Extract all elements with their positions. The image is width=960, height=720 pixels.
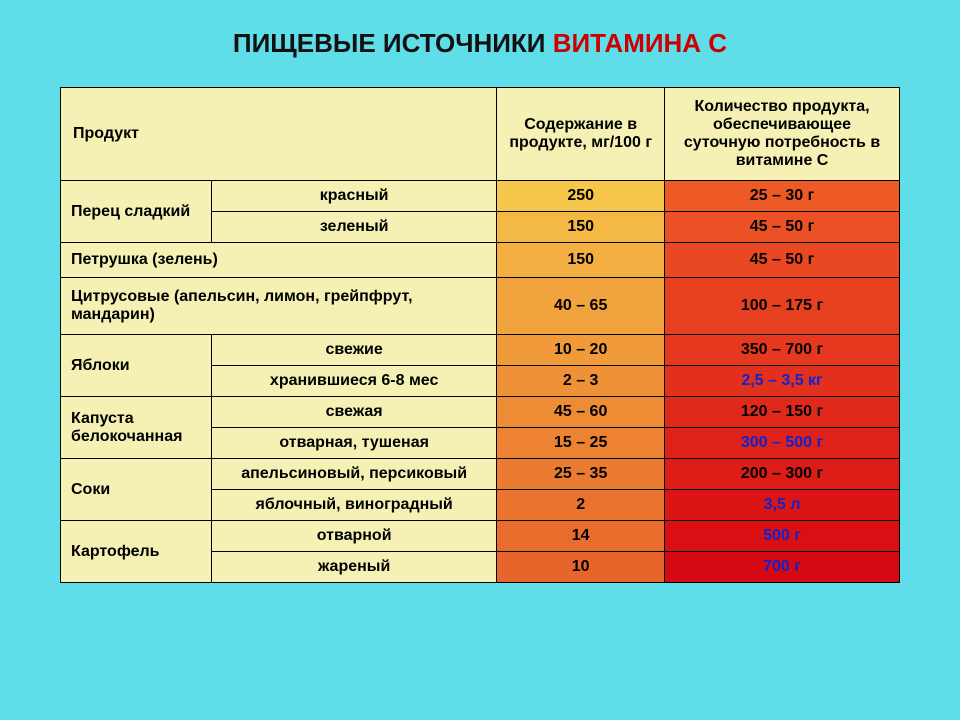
content-value-cell: 250 xyxy=(497,181,665,212)
product-sub-cell: красный xyxy=(212,181,497,212)
table-row: Цитрусовые (апельсин, лимон, грейпфрут, … xyxy=(61,278,900,335)
product-sub-cell: яблочный, виноградный xyxy=(212,490,497,521)
product-sub-cell: свежие xyxy=(212,335,497,366)
table-row: Яблокисвежие10 – 20350 – 700 г xyxy=(61,335,900,366)
product-sub-cell: свежая xyxy=(212,397,497,428)
daily-amount-cell: 100 – 175 г xyxy=(665,278,900,335)
daily-amount-cell: 200 – 300 г xyxy=(665,459,900,490)
product-group-cell: Перец сладкий xyxy=(61,181,212,243)
product-sub-cell: отварной xyxy=(212,521,497,552)
header-content: Содержание в продукте, мг/100 г xyxy=(497,88,665,181)
page-title: ПИЩЕВЫЕ ИСТОЧНИКИ ВИТАМИНА С xyxy=(60,28,900,59)
title-prefix: ПИЩЕВЫЕ ИСТОЧНИКИ xyxy=(233,28,553,58)
product-group-cell: Яблоки xyxy=(61,335,212,397)
daily-amount-cell: 300 – 500 г xyxy=(665,428,900,459)
header-product: Продукт xyxy=(61,88,497,181)
daily-amount-cell: 500 г xyxy=(665,521,900,552)
vitamin-c-table: Продукт Содержание в продукте, мг/100 г … xyxy=(60,87,900,583)
content-value-cell: 10 xyxy=(497,552,665,583)
content-value-cell: 2 xyxy=(497,490,665,521)
content-value-cell: 14 xyxy=(497,521,665,552)
product-cell: Петрушка (зелень) xyxy=(61,243,497,278)
table-row: Сокиапельсиновый, персиковый25 – 35200 –… xyxy=(61,459,900,490)
content-value-cell: 150 xyxy=(497,212,665,243)
daily-amount-cell: 120 – 150 г xyxy=(665,397,900,428)
table-row: Петрушка (зелень)15045 – 50 г xyxy=(61,243,900,278)
table-row: Перец сладкийкрасный25025 – 30 г xyxy=(61,181,900,212)
product-group-cell: Соки xyxy=(61,459,212,521)
daily-amount-cell: 45 – 50 г xyxy=(665,212,900,243)
product-sub-cell: хранившиеся 6-8 мес xyxy=(212,366,497,397)
product-sub-cell: зеленый xyxy=(212,212,497,243)
product-cell: Цитрусовые (апельсин, лимон, грейпфрут, … xyxy=(61,278,497,335)
content-value-cell: 2 – 3 xyxy=(497,366,665,397)
product-sub-cell: жареный xyxy=(212,552,497,583)
product-sub-cell: отварная, тушеная xyxy=(212,428,497,459)
table-header-row: Продукт Содержание в продукте, мг/100 г … xyxy=(61,88,900,181)
product-group-cell: Картофель xyxy=(61,521,212,583)
product-sub-cell: апельсиновый, персиковый xyxy=(212,459,497,490)
table-row: Картофельотварной14500 г xyxy=(61,521,900,552)
content-value-cell: 15 – 25 xyxy=(497,428,665,459)
product-group-cell: Капуста белокочанная xyxy=(61,397,212,459)
daily-amount-cell: 350 – 700 г xyxy=(665,335,900,366)
daily-amount-cell: 2,5 – 3,5 кг xyxy=(665,366,900,397)
content-value-cell: 10 – 20 xyxy=(497,335,665,366)
content-value-cell: 25 – 35 xyxy=(497,459,665,490)
daily-amount-cell: 25 – 30 г xyxy=(665,181,900,212)
content-value-cell: 150 xyxy=(497,243,665,278)
content-value-cell: 45 – 60 xyxy=(497,397,665,428)
table-row: Капуста белокочаннаясвежая45 – 60120 – 1… xyxy=(61,397,900,428)
daily-amount-cell: 3,5 л xyxy=(665,490,900,521)
title-vitamin-c: ВИТАМИНА С xyxy=(553,28,727,58)
daily-amount-cell: 700 г xyxy=(665,552,900,583)
content-value-cell: 40 – 65 xyxy=(497,278,665,335)
daily-amount-cell: 45 – 50 г xyxy=(665,243,900,278)
header-amount: Количество продукта, обеспечивающее суто… xyxy=(665,88,900,181)
